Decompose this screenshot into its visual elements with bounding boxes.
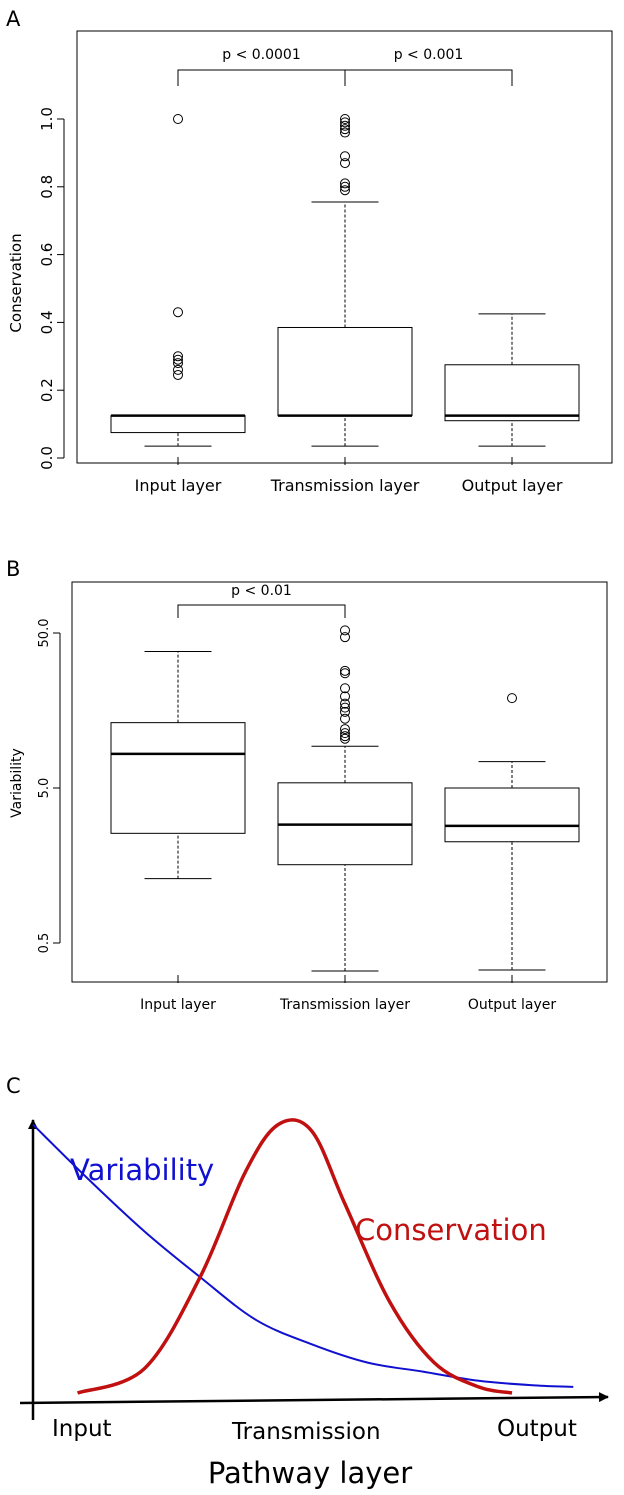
y-tick-label: 50.0	[37, 619, 52, 648]
outlier-point	[173, 354, 183, 365]
outlier-point	[340, 127, 350, 138]
y-axis-label: Conservation	[7, 233, 25, 332]
outlier-point	[340, 632, 350, 643]
y-tick-label: 5.0	[37, 778, 52, 799]
outlier-point	[340, 702, 350, 713]
significance-bracket	[177, 604, 346, 618]
outlier-point	[507, 693, 517, 704]
outlier-point	[340, 665, 350, 676]
x-tick-output: Output	[497, 1416, 577, 1442]
iqr-box	[277, 326, 413, 417]
variability-legend-label: Variability	[70, 1153, 214, 1187]
outlier-point	[340, 117, 350, 128]
panel-a-boxplot: 0.0 0.2 0.4 0.6 0.8 1.0 Conservation Input la…	[7, 30, 613, 495]
y-axis-label: Variability	[9, 748, 25, 818]
p-value-label: p < 0.01	[231, 583, 292, 599]
x-tick-transmission: Transmission	[231, 1419, 381, 1445]
significance-bracket	[177, 69, 346, 86]
outlier-point	[173, 307, 183, 318]
outlier-point	[173, 358, 183, 369]
x-tick-label: Input layer	[135, 476, 222, 495]
x-axis-arrow	[19, 1392, 609, 1405]
y-tick-label: 1.0	[38, 107, 56, 131]
y-axis: 0.5 5.0 50.0	[37, 619, 61, 954]
x-tick-label: Output layer	[468, 997, 556, 1013]
outlier-point	[340, 706, 350, 717]
plot-frame	[71, 581, 608, 983]
outlier-point	[173, 364, 183, 375]
outlier-point	[173, 114, 183, 124]
significance-brackets: p < 0.01	[177, 583, 346, 618]
iqr-box	[444, 787, 580, 843]
x-tick-label: Transmission layer	[279, 997, 410, 1013]
box-transmission-layer	[277, 114, 413, 447]
outlier-point	[340, 181, 350, 192]
panel-label-a: A	[6, 7, 21, 31]
outlier-point	[340, 114, 350, 124]
box-input-layer	[110, 650, 246, 880]
y-tick-label: 0.5	[37, 933, 52, 954]
x-tick-labels: Input layer Transmission layer Output laye…	[140, 975, 556, 1013]
x-tick-labels: Input layer Transmission layer Output laye…	[135, 457, 563, 495]
box-output-layer	[444, 693, 580, 971]
y-tick-label: 0.4	[38, 310, 56, 334]
significance-brackets: p < 0.0001 p < 0.001	[177, 47, 513, 86]
boxes	[110, 114, 580, 447]
x-tick-label: Output layer	[462, 476, 563, 495]
significance-bracket	[344, 69, 513, 86]
outlier-point	[340, 724, 350, 735]
iqr-box	[110, 722, 246, 834]
y-axis: 0.0 0.2 0.4 0.6 0.8 1.0	[38, 107, 65, 470]
outlier-point	[173, 369, 183, 380]
outlier-point	[340, 691, 350, 702]
outlier-point	[340, 733, 350, 744]
iqr-box	[444, 364, 580, 422]
outlier-point	[340, 728, 350, 739]
outlier-point	[340, 158, 350, 169]
y-tick-label: 0.6	[38, 243, 56, 267]
outlier-point	[340, 151, 350, 162]
conservation-curve	[76, 1118, 513, 1395]
variability-curve	[32, 1123, 574, 1388]
x-tick-label: Input layer	[140, 997, 216, 1013]
outlier-point	[340, 698, 350, 709]
box-transmission-layer	[277, 625, 413, 972]
conservation-legend-label: Conservation	[355, 1213, 547, 1247]
x-axis-label: Pathway layer	[208, 1456, 412, 1490]
y-tick-label: 0.2	[38, 378, 56, 402]
p-value-label: p < 0.001	[394, 47, 464, 63]
outlier-point	[340, 120, 350, 131]
outlier-point	[340, 668, 350, 679]
panel-c-schematic: Variability Conservation Input Transmiss…	[19, 1118, 609, 1490]
x-tick-input: Input	[52, 1416, 112, 1442]
y-tick-label: 0.8	[38, 175, 56, 199]
outlier-point	[340, 124, 350, 135]
boxes	[110, 625, 580, 972]
outlier-point	[340, 178, 350, 189]
outlier-point	[340, 713, 350, 724]
panel-b-boxplot: 0.5 5.0 50.0 Variability Input layer Transm…	[9, 581, 608, 1013]
iqr-box	[110, 415, 246, 434]
outlier-point	[340, 683, 350, 694]
outlier-point	[340, 185, 350, 196]
y-tick-label: 0.0	[38, 446, 56, 470]
p-value-label: p < 0.0001	[222, 47, 301, 63]
outlier-point	[340, 731, 350, 742]
panel-label-c: C	[6, 1074, 21, 1098]
x-tick-label: Transmission layer	[270, 476, 420, 495]
panel-label-b: B	[6, 557, 20, 581]
box-input-layer	[110, 114, 246, 447]
outlier-point	[173, 351, 183, 362]
outlier-point	[340, 625, 350, 636]
box-output-layer	[444, 313, 580, 447]
